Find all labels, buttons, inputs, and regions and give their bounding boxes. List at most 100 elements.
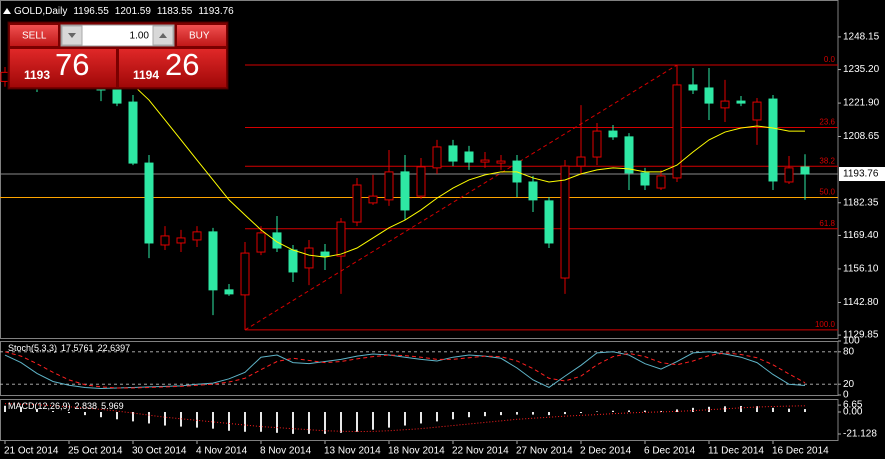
histogram-bar bbox=[612, 410, 614, 413]
x-tick-label: 25 Oct 2014 bbox=[68, 446, 123, 457]
ask-price[interactable]: 1194 bbox=[133, 68, 159, 82]
fib-label: 0.0 bbox=[824, 55, 836, 64]
candle-body bbox=[576, 156, 586, 167]
histogram-bar bbox=[244, 412, 246, 432]
candle-body bbox=[128, 101, 138, 164]
x-tick-label: 30 Oct 2014 bbox=[132, 446, 187, 457]
histogram-bar bbox=[100, 412, 102, 418]
candle-body bbox=[560, 165, 570, 279]
histogram-bar bbox=[532, 412, 534, 415]
ohlc-value: 1196.55 bbox=[73, 6, 109, 17]
indicator-header: Stoch(5,3,3) 17.5761 22.6397 bbox=[8, 343, 130, 353]
buy-label[interactable]: BUY bbox=[189, 31, 210, 42]
histogram-bar bbox=[20, 406, 22, 413]
histogram-bar bbox=[596, 411, 598, 413]
histogram-bar bbox=[692, 407, 694, 413]
candle-body bbox=[240, 252, 250, 296]
histogram-bar bbox=[644, 410, 646, 413]
candle-body bbox=[480, 159, 490, 163]
candle-body bbox=[448, 145, 458, 162]
histogram-bar bbox=[260, 412, 262, 432]
candle-body bbox=[544, 200, 554, 244]
candle-body bbox=[176, 237, 186, 244]
fib-trendline bbox=[244, 64, 678, 331]
histogram-bar bbox=[468, 412, 470, 418]
y-tick-label: 6.65 bbox=[843, 400, 863, 411]
indicator-title: Stoch(5,3,3) bbox=[8, 343, 57, 353]
histogram-bar bbox=[68, 412, 70, 414]
bid-price[interactable]: 1193 bbox=[24, 68, 50, 82]
panel-frame bbox=[0, 341, 839, 396]
candle-body bbox=[416, 166, 426, 197]
candle-body bbox=[160, 235, 170, 246]
x-tick-label: 11 Dec 2014 bbox=[708, 446, 764, 457]
symbol-icon bbox=[3, 8, 11, 14]
histogram-bar bbox=[772, 407, 774, 413]
candle-body bbox=[256, 232, 266, 253]
ohlc-value: 1193.76 bbox=[198, 6, 234, 17]
candle-body bbox=[704, 87, 714, 104]
y-tick-label: 1235.20 bbox=[843, 64, 880, 75]
histogram-bar bbox=[36, 408, 38, 413]
y-tick-label: 1182.35 bbox=[843, 197, 879, 208]
candle-body bbox=[112, 89, 122, 104]
x-tick-label: 22 Nov 2014 bbox=[452, 446, 509, 457]
y-tick-label: 0.00 bbox=[843, 407, 863, 418]
histogram-bar bbox=[276, 412, 278, 433]
lot-value[interactable]: 1.00 bbox=[130, 31, 150, 42]
histogram-bar bbox=[452, 412, 454, 420]
bid-box[interactable] bbox=[10, 49, 116, 87]
histogram-bar bbox=[564, 412, 566, 415]
lot-field[interactable] bbox=[60, 24, 175, 47]
ask-pips[interactable]: 26 bbox=[165, 47, 199, 82]
histogram-bar bbox=[116, 412, 118, 420]
candle-body bbox=[368, 195, 378, 204]
histogram-bar bbox=[708, 406, 710, 413]
candle-body bbox=[736, 100, 746, 104]
histogram-bar bbox=[148, 412, 150, 424]
histogram-bar bbox=[484, 412, 486, 417]
candle-body bbox=[224, 289, 234, 295]
histogram-bar bbox=[356, 412, 358, 432]
x-tick-label: 2 Dec 2014 bbox=[580, 446, 632, 457]
histogram-bar bbox=[324, 412, 326, 434]
fib-label: 61.8 bbox=[819, 219, 835, 228]
candle-body bbox=[608, 130, 618, 138]
y-tick-label: 1129.85 bbox=[843, 330, 879, 341]
candle-body bbox=[768, 98, 778, 182]
histogram-bar bbox=[212, 412, 214, 429]
histogram-bar bbox=[132, 412, 134, 422]
x-tick-label: 4 Nov 2014 bbox=[196, 446, 248, 457]
y-tick-label: 0 bbox=[843, 390, 849, 401]
x-tick-label: 27 Nov 2014 bbox=[516, 446, 573, 457]
panel-frame bbox=[0, 399, 839, 441]
buy-button[interactable] bbox=[177, 25, 226, 46]
lot-up-arrow bbox=[159, 33, 167, 38]
trade-panel: SELL 1.00 BUY 1193 76 1194 26 bbox=[7, 21, 229, 90]
candle-body bbox=[752, 101, 762, 121]
histogram-bar bbox=[500, 412, 502, 416]
y-tick-label: 1248.15 bbox=[843, 32, 880, 43]
price-tag-label: 1193.76 bbox=[843, 169, 879, 180]
y-tick-label: 1169.40 bbox=[843, 230, 879, 241]
y-tick-label: 20 bbox=[843, 379, 855, 390]
indicator-value: 2.838 bbox=[75, 401, 98, 411]
x-tick-label: 21 Oct 2014 bbox=[4, 446, 59, 457]
ohlc-value: 1183.55 bbox=[157, 6, 193, 17]
histogram-bar bbox=[740, 405, 742, 413]
sell-button[interactable] bbox=[10, 25, 58, 46]
ask-box[interactable] bbox=[119, 49, 226, 87]
x-tick-label: 18 Nov 2014 bbox=[388, 446, 445, 457]
sell-label[interactable]: SELL bbox=[22, 31, 47, 42]
candle-body bbox=[656, 175, 666, 189]
histogram-bar bbox=[388, 412, 390, 428]
bid-pips[interactable]: 76 bbox=[55, 47, 89, 82]
candle-body bbox=[336, 221, 346, 257]
candle-body bbox=[288, 249, 298, 273]
fib-label: 38.2 bbox=[819, 156, 835, 165]
histogram-bar bbox=[420, 412, 422, 424]
indicator-title: MACD(12,26,9) bbox=[8, 401, 71, 411]
